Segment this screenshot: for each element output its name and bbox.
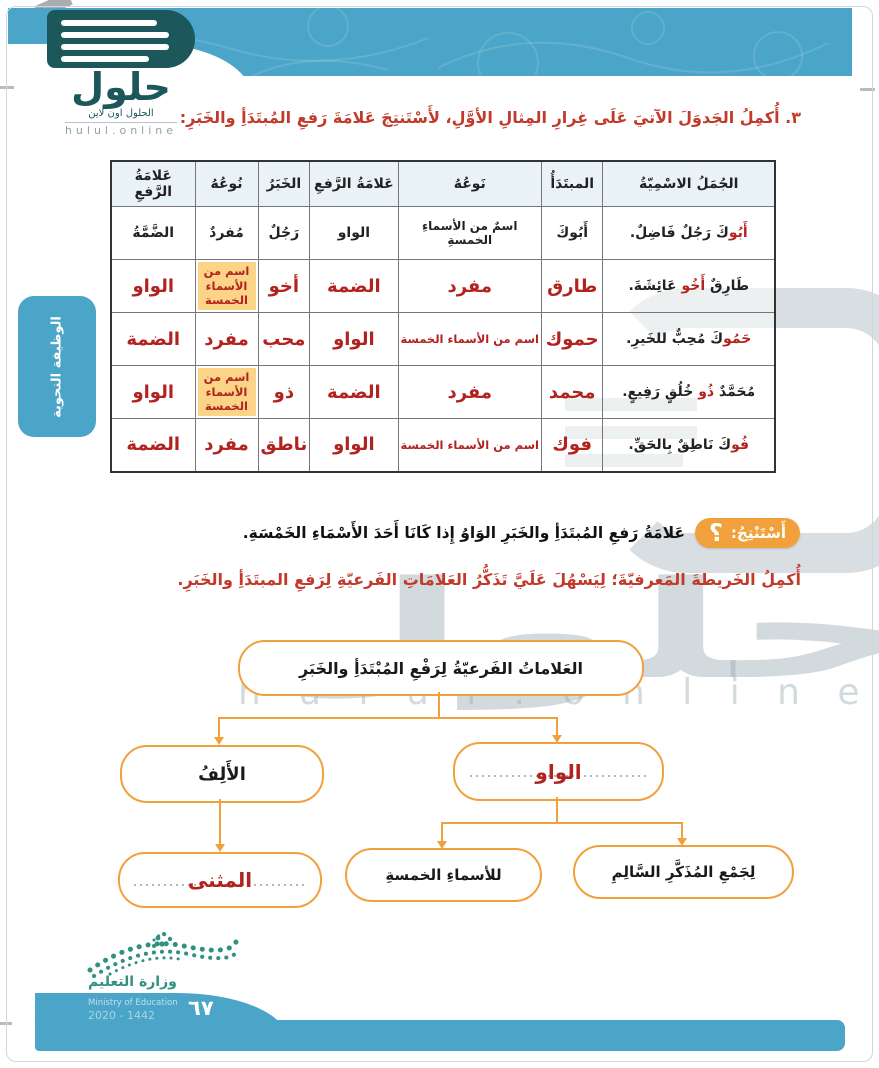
connector xyxy=(442,822,682,824)
question-mark-icon: ؟ xyxy=(709,519,723,547)
cell-khabar-sign: الواو xyxy=(110,365,196,419)
connector xyxy=(556,717,558,735)
footer-bar xyxy=(35,1020,845,1051)
connector xyxy=(219,717,557,719)
sidebar-tab-grammar-function: الوظيفة النحوية xyxy=(18,296,96,437)
connector xyxy=(441,822,443,841)
cell-khabar-type: اسم من الأسماء الخمسة xyxy=(194,259,259,313)
cell-khabar-sign: الضَّمَّةُ xyxy=(110,206,196,260)
connector xyxy=(556,797,558,822)
cell-sentence: مُحَمَّدٌ ذُو خُلُقٍ رَفِيعٍ. xyxy=(602,365,776,419)
map-waw-box: الواو xyxy=(453,742,664,801)
header-khabar-type: نُوعُهُ xyxy=(194,160,259,207)
cell-mubtada-sign: الواو xyxy=(309,206,399,260)
arrow-down-icon xyxy=(552,735,562,743)
cell-sentence: طَارِقٌ أَخُو عَائِشَةَ. xyxy=(602,259,776,313)
table-header-row: الجُمَلُ الاسْمِيّةُ المبتَدَأُ نَوعُهُ … xyxy=(110,160,776,207)
page-number: ٦٧ xyxy=(188,996,214,1020)
ministry-logo-icon xyxy=(84,930,244,982)
arrow-down-icon xyxy=(215,844,225,852)
waw-answer: الواو xyxy=(535,759,582,784)
muthanna-answer: المثنى xyxy=(187,868,253,892)
hulul-logo: حلول الحلول اون لاين hulul.online xyxy=(16,10,226,138)
map-masc-plural-box: لِجَمْعِ المُذَكَّرِ السَّالِمِ xyxy=(573,845,794,899)
edge-tick xyxy=(860,88,875,91)
header-mubtada: المبتَدَأُ xyxy=(540,160,604,207)
connector xyxy=(681,822,683,838)
cell-sentence: فُوكَ نَاطِقٌ بِالحَقِّ. xyxy=(602,418,776,472)
exercise-instruction: ٣. أُكمِلُ الجَدوَلَ الآتيَ عَلَى غِرارِ… xyxy=(179,108,801,127)
cell-mubtada-type: مفرد xyxy=(397,365,542,419)
cell-mubtada: حموك xyxy=(540,312,604,366)
cell-mubtada-type: مفرد xyxy=(397,259,542,313)
cell-khabar-type: مُفردٌ xyxy=(194,206,259,260)
cell-khabar-sign: الضمة xyxy=(110,418,196,472)
conclude-label-pill: أَسْتَنْتِجُ: ؟ xyxy=(695,518,800,548)
cell-mubtada-type: اسم من الأسماء الخمسة xyxy=(397,418,542,472)
map-five-names-box: للأسماءِ الخمسةِ xyxy=(345,848,542,902)
arrow-down-icon xyxy=(214,737,224,745)
ministry-name-arabic: وزارة التعليم xyxy=(88,974,177,990)
map-muthanna-box: المثنى xyxy=(118,852,322,908)
table-row: حَمُوكَ مُحِبٌّ للخَيرِ. حموك اسم من الأ… xyxy=(110,312,776,366)
map-alif-box: الأَلِفُ xyxy=(120,745,324,803)
logo-caption: الحلول اون لاين xyxy=(88,107,154,119)
logo-wordmark: حلول xyxy=(71,65,171,109)
cell-khabar: ذو xyxy=(257,365,311,419)
cell-mubtada: فوك xyxy=(540,418,604,472)
map-root-box: العَلاماتُ الفَرعيّةُ لِرَفْعِ المُبْتَد… xyxy=(238,640,644,696)
table-row: مُحَمَّدٌ ذُو خُلُقٍ رَفِيعٍ. محمد مفرد … xyxy=(110,365,776,419)
connector xyxy=(218,717,220,737)
table-row: فُوكَ نَاطِقٌ بِالحَقِّ. فوك اسم من الأس… xyxy=(110,418,776,472)
ministry-name-english: Ministry of Education xyxy=(88,998,178,1008)
cell-khabar-type: اسم من الأسماء الخمسة xyxy=(194,365,259,419)
edge-tick xyxy=(0,86,14,89)
concept-map: العَلاماتُ الفَرعيّةُ لِرَفْعِ المُبْتَد… xyxy=(100,632,800,922)
cell-mubtada-sign: الضمة xyxy=(309,365,399,419)
cell-khabar: رَجُلٌ xyxy=(257,206,311,260)
cell-khabar: محب xyxy=(257,312,311,366)
cell-mubtada: محمد xyxy=(540,365,604,419)
conclusion-strip: أَسْتَنْتِجُ: ؟ عَلامَةُ رَفعِ المُبتَدَ… xyxy=(100,512,800,554)
cell-khabar-sign: الواو xyxy=(110,259,196,313)
cell-khabar: ناطق xyxy=(257,418,311,472)
edge-tick xyxy=(0,1022,12,1025)
cell-mubtada-type: اسم من الأسماء الخمسة xyxy=(397,312,542,366)
cell-khabar: أخو xyxy=(257,259,311,313)
arrow-down-icon xyxy=(437,841,447,849)
table-row-example: أَبُوكَ رَجُلٌ فَاضِلٌ. أَبُوكَ اسمٌ من … xyxy=(110,206,776,260)
header-khabar-sign: عَلامَةُ الرَّفعِ xyxy=(110,160,196,207)
header-khabar: الخَبَرُ xyxy=(257,160,311,207)
cell-khabar-type: مفرد xyxy=(194,312,259,366)
table-row: طَارِقٌ أَخُو عَائِشَةَ. طارق مفرد الضمة… xyxy=(110,259,776,313)
header-sentences: الجُمَلُ الاسْمِيّةُ xyxy=(602,160,776,207)
conclusion-text: عَلامَةُ رَفعِ المُبتَدَأِ والخَبَرِ الو… xyxy=(242,524,685,542)
header-mubtada-type: نَوعُهُ xyxy=(397,160,542,207)
connector xyxy=(438,692,440,717)
cell-mubtada: أَبُوكَ xyxy=(540,206,604,260)
book-icon xyxy=(47,10,195,68)
cell-sentence: حَمُوكَ مُحِبٌّ للخَيرِ. xyxy=(602,312,776,366)
grammar-table: الجُمَلُ الاسْمِيّةُ المبتَدَأُ نَوعُهُ … xyxy=(110,160,776,473)
cell-khabar-sign: الضمة xyxy=(110,312,196,366)
cell-mubtada-sign: الواو xyxy=(309,418,399,472)
header-mubtada-sign: عَلامَةُ الرَّفعِ xyxy=(309,160,399,207)
connector xyxy=(219,799,221,844)
arrow-down-icon xyxy=(677,838,687,846)
cell-mubtada-sign: الضمة xyxy=(309,259,399,313)
conclude-label: أَسْتَنْتِجُ: xyxy=(730,524,786,542)
sidebar-tab-label: الوظيفة النحوية xyxy=(49,315,65,418)
cell-khabar-type: مفرد xyxy=(194,418,259,472)
cell-sentence: أَبُوكَ رَجُلٌ فَاضِلٌ. xyxy=(602,206,776,260)
cell-mubtada-type: اسمٌ من الأسماءِ الخمسةِ xyxy=(397,206,542,260)
cell-mubtada: طارق xyxy=(540,259,604,313)
map-instruction: أُكمِلُ الخَريطةَ المَعرفيّةَ؛ لِيَسْهُل… xyxy=(177,570,801,589)
logo-domain: hulul.online xyxy=(64,121,178,137)
cell-mubtada-sign: الواو xyxy=(309,312,399,366)
edition-years: 2020 - 1442 xyxy=(88,1009,155,1022)
